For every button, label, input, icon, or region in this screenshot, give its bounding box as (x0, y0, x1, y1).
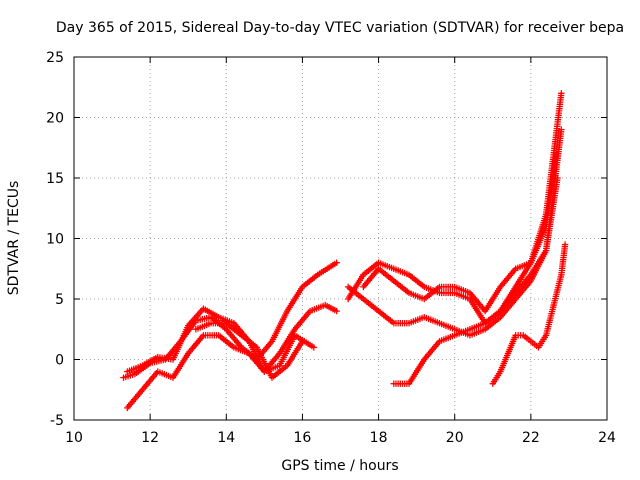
x-tick-label: 16 (294, 430, 312, 446)
x-tick-label: 20 (446, 430, 464, 446)
series-track-d (192, 320, 306, 381)
data-points (120, 90, 569, 412)
y-tick-label: 0 (55, 353, 64, 369)
series-track-b (124, 301, 340, 375)
x-axis-label: GPS time / hours (281, 458, 398, 474)
data-point (561, 241, 569, 248)
series-track-c (124, 332, 318, 412)
y-tick-label: 10 (46, 232, 64, 248)
x-tick-label: 22 (522, 430, 540, 446)
x-tick-label: 12 (141, 430, 159, 446)
y-axis-label: SDTVAR / TECUs (6, 181, 22, 296)
y-tick-label: 5 (55, 292, 64, 308)
y-tick-label: 15 (46, 171, 64, 187)
y-tick-label: 25 (46, 50, 64, 66)
data-point (310, 344, 318, 351)
data-point (333, 307, 340, 315)
data-point (558, 90, 565, 97)
y-tick-label: -5 (50, 413, 64, 429)
series-track-h (390, 126, 565, 387)
data-point (299, 338, 306, 345)
plot-frame (73, 56, 608, 421)
data-point (558, 126, 565, 133)
x-tick-label: 10 (65, 430, 83, 446)
series-track-i (489, 241, 569, 387)
series-track-g (344, 174, 561, 339)
y-tick-label: 20 (46, 111, 64, 127)
data-point (333, 259, 340, 266)
x-tick-label: 18 (370, 430, 388, 446)
chart-title: Day 365 of 2015, Sidereal Day-to-day VTE… (56, 20, 624, 36)
x-tick-label: 14 (217, 430, 235, 446)
axis-ticks: 10 12 14 16 18 20 22 24 -5 0 5 10 15 20 25 (46, 50, 616, 446)
grid-lines (74, 57, 607, 420)
x-tick-label: 24 (598, 430, 616, 446)
